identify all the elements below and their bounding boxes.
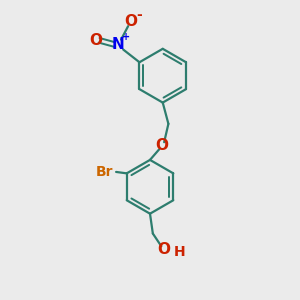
Text: N: N bbox=[112, 37, 124, 52]
Text: O: O bbox=[89, 33, 102, 48]
Text: O: O bbox=[158, 242, 171, 256]
Text: H: H bbox=[174, 245, 185, 259]
Text: O: O bbox=[124, 14, 137, 29]
Text: -: - bbox=[136, 8, 142, 22]
Text: +: + bbox=[122, 32, 130, 43]
Text: Br: Br bbox=[96, 165, 113, 179]
Text: O: O bbox=[155, 137, 168, 152]
